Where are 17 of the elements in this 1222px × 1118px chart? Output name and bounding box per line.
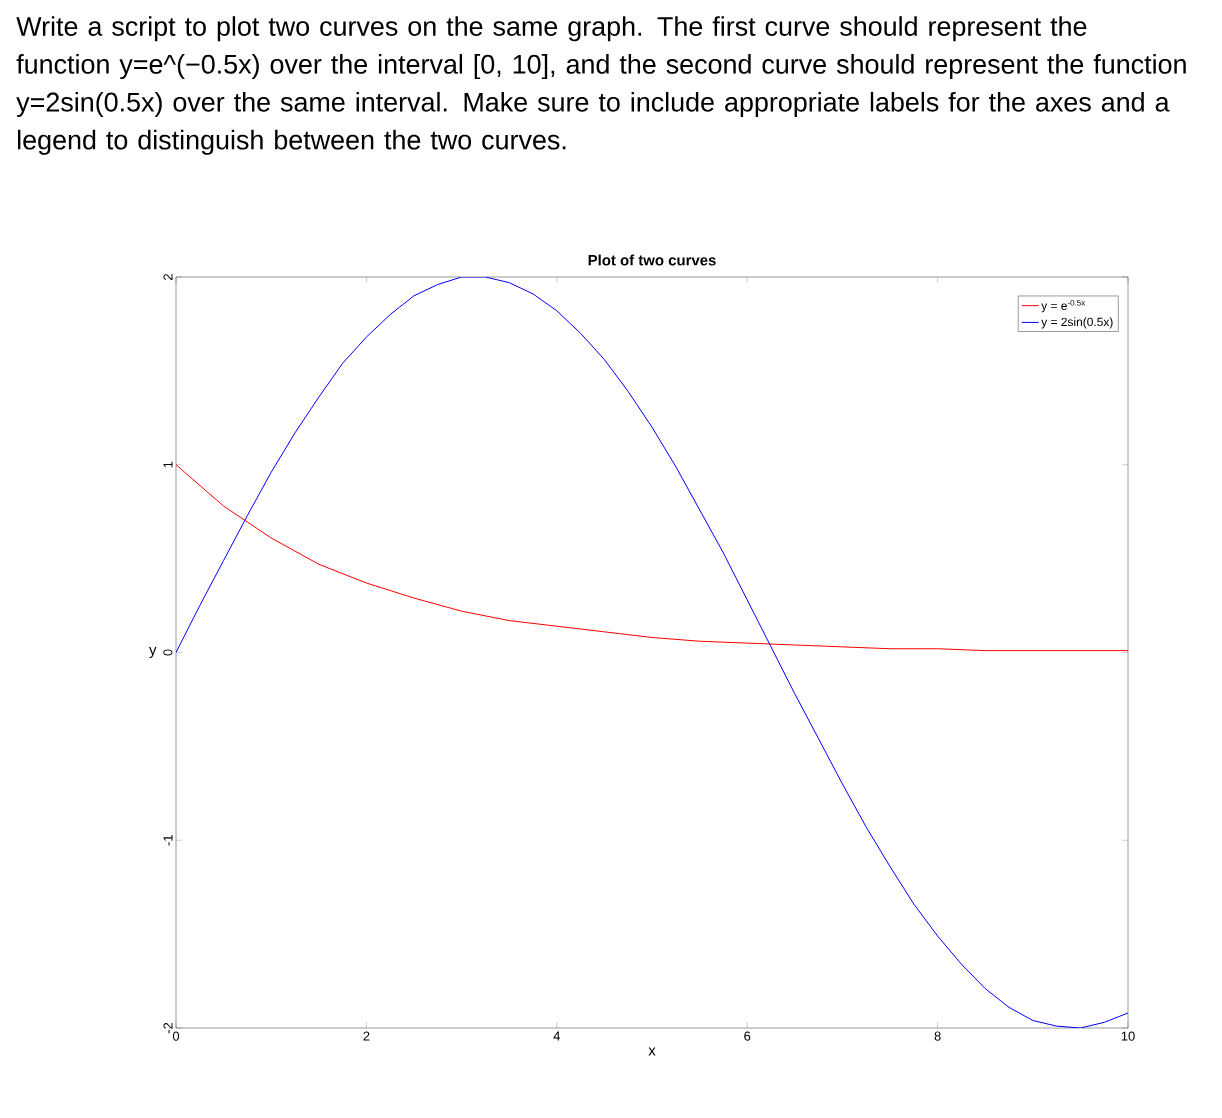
x-tick-label: 0 <box>172 1031 180 1041</box>
x-tick-label: 4 <box>553 1031 561 1041</box>
x-axis-title: x <box>648 1047 656 1056</box>
x-tick-label: 6 <box>744 1031 751 1041</box>
x-tick-label: 2 <box>363 1031 370 1041</box>
x-tick-label: 8 <box>934 1031 941 1041</box>
y-axis-title: y <box>149 647 157 658</box>
y-tick-label: 0 <box>163 649 173 656</box>
y-tick-label: 2 <box>163 274 173 280</box>
text: Write a script to plot two curves on the same graph. The first curve should represent the function y=e^(−0.5x) over the interval [0, 10], and the second curve should represent the function y=2sin(0.5x) over the same interval. Make sure to include appropriate labels for the axes and a legend to distinguish between the two curves. <box>16 16 1186 155</box>
legend-label: y = 2sin(0.5x) <box>1041 317 1113 329</box>
chart-title: Plot of two curves <box>588 254 716 266</box>
x-tick-label: 10 <box>1121 1031 1135 1041</box>
legend-label: y = e$^{-0.5x}$ <box>1041 299 1086 313</box>
y-tick-label: -2 <box>163 1022 173 1034</box>
y-tick-label: -1 <box>163 835 173 846</box>
y-tick-label: 1 <box>163 461 173 468</box>
